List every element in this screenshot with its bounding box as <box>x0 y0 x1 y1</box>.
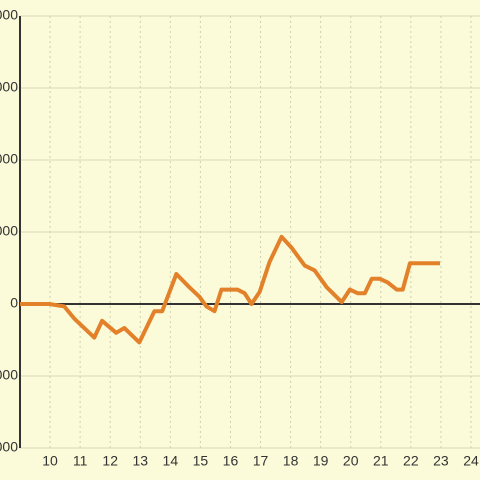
data-line <box>20 234 441 345</box>
x-tick-label: 22 <box>403 453 419 469</box>
x-tick-label: 10 <box>42 453 58 469</box>
y-tick-label: -6,000 <box>0 439 18 455</box>
x-tick-label: 14 <box>163 453 179 469</box>
x-tick-label: 21 <box>373 453 389 469</box>
y-tick-label: 12,000 <box>0 7 18 23</box>
y-tick-label: 3,000 <box>0 223 18 239</box>
x-tick-label: 12 <box>102 453 118 469</box>
x-tick-label: 15 <box>193 453 209 469</box>
x-tick-label: 24 <box>463 453 479 469</box>
x-tick-label: 11 <box>73 453 88 469</box>
x-tick-label: 23 <box>433 453 449 469</box>
y-tick-label: -3,000 <box>0 367 18 383</box>
x-tick-label: 18 <box>283 453 299 469</box>
y-tick-label: 0 <box>10 295 18 311</box>
x-tick-label: 20 <box>343 453 359 469</box>
y-tick-label: 6,000 <box>0 151 18 167</box>
x-tick-label: 19 <box>313 453 329 469</box>
x-tick-label: 16 <box>223 453 239 469</box>
x-tick-label: 17 <box>253 453 269 469</box>
x-tick-label: 13 <box>132 453 148 469</box>
y-tick-label: 9,000 <box>0 79 18 95</box>
